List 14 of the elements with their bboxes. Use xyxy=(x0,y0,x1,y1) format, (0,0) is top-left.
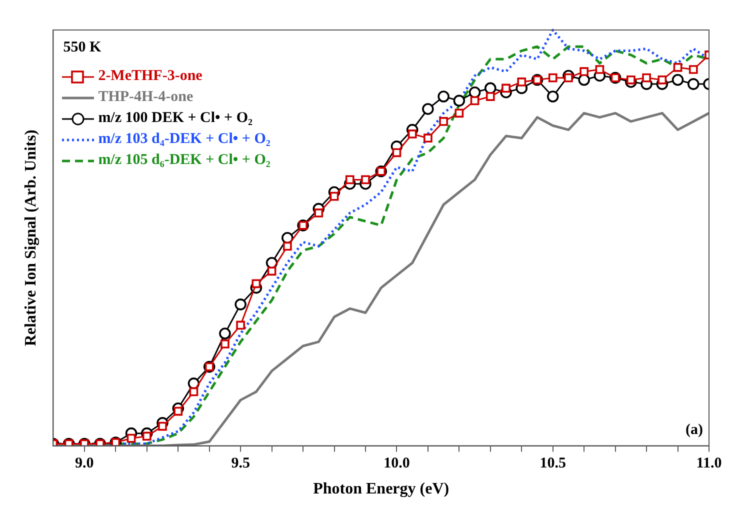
x-tick-label: 10.0 xyxy=(384,456,410,472)
annotation: (a) xyxy=(686,422,703,438)
annotation: 550 K xyxy=(63,39,102,56)
x-axis-title: Photon Energy (eV) xyxy=(313,480,450,498)
y-axis-title: Relative Ion Signal (Arb. Units) xyxy=(22,130,40,346)
legend-label: m/z 100 DEK + Cl• + O₂ xyxy=(98,110,253,126)
x-tick-label: 9.0 xyxy=(75,456,94,472)
legend-label: m/z 103 d₄-DEK + Cl• + O₂ xyxy=(98,131,270,147)
legend-label: m/z 105 d₆-DEK + Cl• + O₂ xyxy=(98,152,270,168)
x-tick-label: 9.5 xyxy=(231,456,250,472)
x-tick-label: 11.0 xyxy=(696,456,722,472)
x-tick-label: 10.5 xyxy=(540,456,566,472)
legend-label: 2-MeTHF-3-one xyxy=(98,68,202,84)
legend-label: THP-4H-4-one xyxy=(98,89,194,105)
